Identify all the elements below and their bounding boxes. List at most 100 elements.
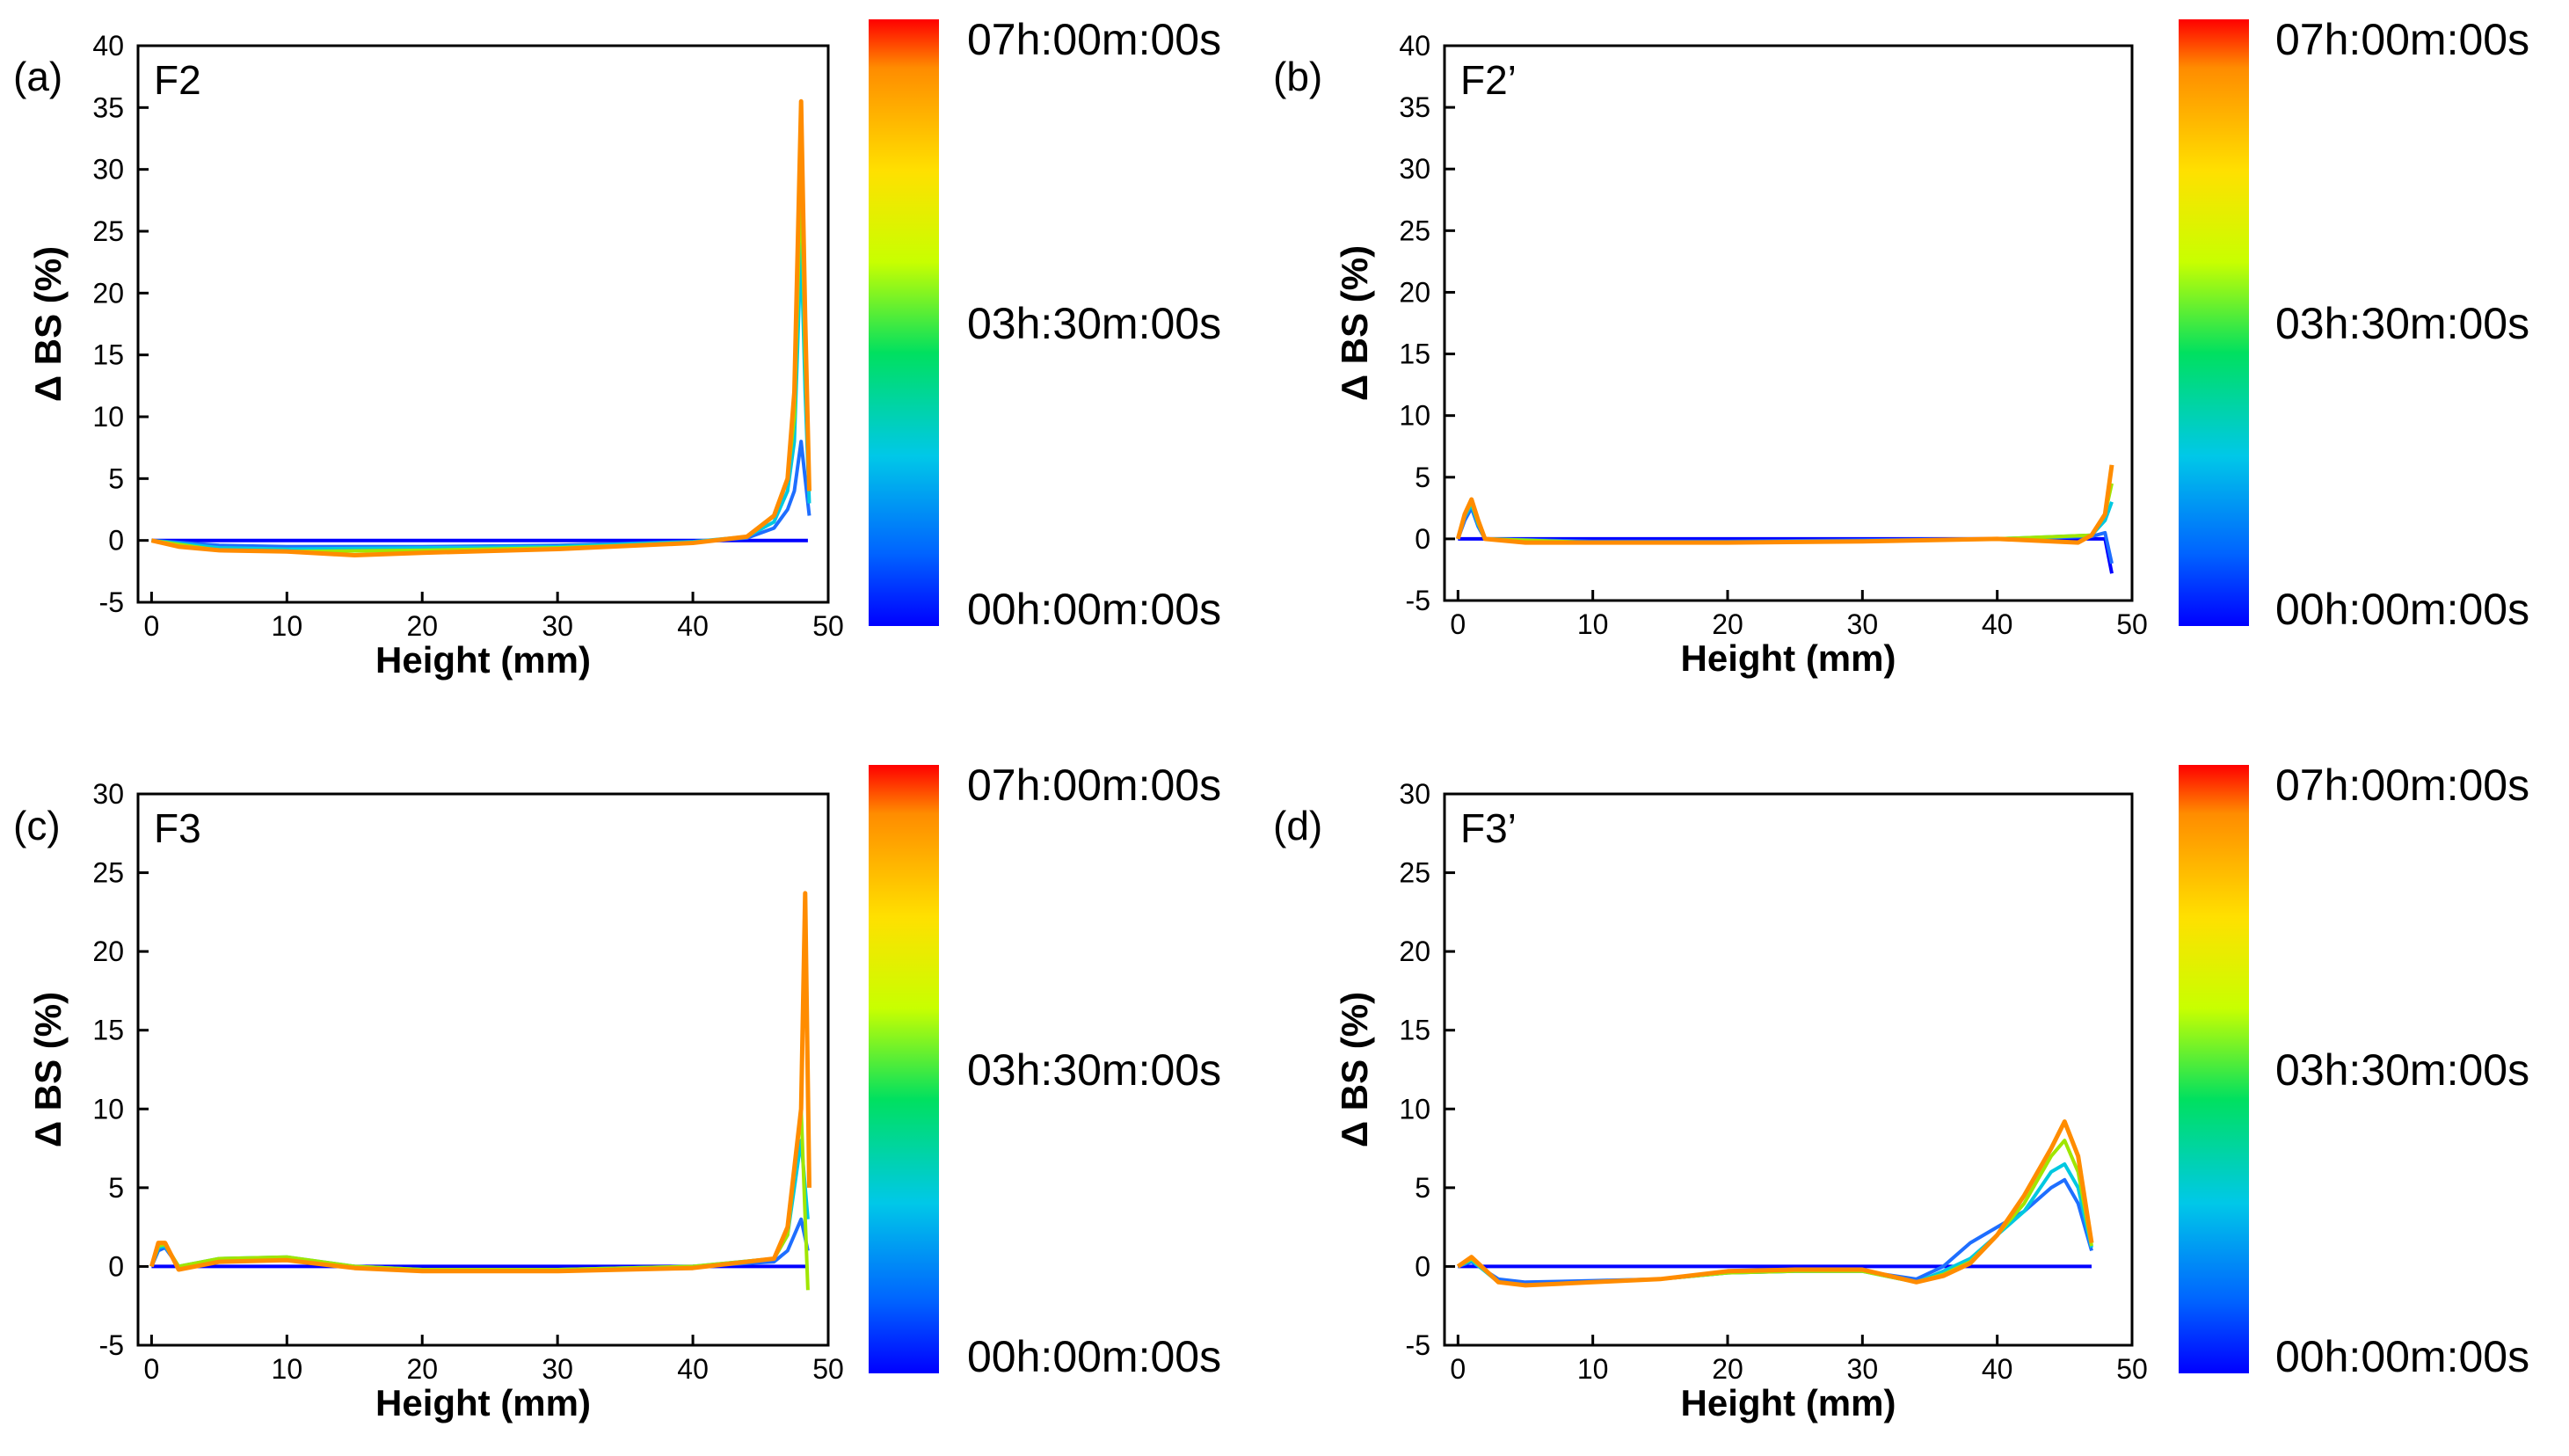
plot-frame — [136, 44, 830, 604]
y-tick-label: 20 — [92, 277, 124, 309]
x-axis-title: Height (mm) — [1681, 1382, 1896, 1423]
y-tick-label: 25 — [1399, 215, 1430, 246]
y-tick-label: 0 — [1415, 1250, 1430, 1282]
panel-letter: (a) — [13, 54, 62, 99]
series-line-2 — [1456, 506, 2114, 564]
colorbar-label: 00h:00m:00s — [967, 585, 1221, 634]
y-tick-label: 30 — [92, 154, 124, 186]
colorbar-label: 03h:30m:00s — [2275, 299, 2529, 348]
y-tick-label: 15 — [1399, 1015, 1430, 1046]
y-tick-label: 40 — [1399, 30, 1430, 62]
y-tick-label: 25 — [1399, 857, 1430, 889]
x-tick-label: 0 — [1450, 1353, 1466, 1385]
y-axis-title: Δ BS (%) — [1334, 992, 1375, 1147]
y-tick-label: 5 — [1415, 462, 1430, 493]
y-tick-label: 30 — [92, 778, 124, 810]
x-tick-label: 30 — [1847, 1353, 1879, 1385]
y-tick-label: 20 — [92, 935, 124, 967]
y-axis-title: Δ BS (%) — [27, 992, 69, 1147]
series-line-5 — [150, 98, 811, 557]
y-tick-label: 0 — [108, 1250, 124, 1282]
colorbar-label: 00h:00m:00s — [2275, 1332, 2529, 1381]
x-axis-title: Height (mm) — [375, 1382, 591, 1423]
y-tick-label: 5 — [108, 1172, 124, 1204]
x-tick-label: 10 — [272, 610, 303, 642]
x-axis-title: Height (mm) — [375, 639, 591, 681]
y-tick-label: 5 — [1415, 1172, 1430, 1204]
chart-panel-1: 0 10 20 30 40 50 -5 0 5 10 15 20 25 30 35 40 Height (mm)… — [13, 15, 1221, 681]
x-tick-label: 10 — [1577, 1353, 1609, 1385]
y-tick-label: 30 — [1399, 153, 1430, 185]
colorbar — [2179, 19, 2249, 626]
colorbar-label: 03h:30m:00s — [967, 299, 1221, 348]
x-tick-label: 30 — [542, 610, 573, 642]
y-tick-label: 35 — [1399, 91, 1430, 123]
series-line-3 — [149, 1139, 810, 1271]
y-axis-title: Δ BS (%) — [1334, 245, 1375, 401]
x-tick-label: 0 — [1450, 608, 1466, 640]
sample-label: F2 — [154, 57, 201, 103]
y-tick-label: 20 — [1399, 276, 1430, 308]
x-tick-label: 30 — [1847, 608, 1879, 640]
x-tick-label: 0 — [143, 610, 159, 642]
x-tick-label: 40 — [1982, 1353, 2013, 1385]
colorbar — [2179, 765, 2249, 1373]
y-tick-label: 5 — [108, 462, 124, 494]
y-tick-label: -5 — [1406, 585, 1430, 616]
series-line-5 — [1455, 464, 2114, 545]
x-tick-label: 40 — [1982, 608, 2013, 640]
x-tick-label: 40 — [677, 610, 709, 642]
y-tick-label: -5 — [99, 586, 124, 618]
x-tick-label: 50 — [2116, 1353, 2148, 1385]
y-tick-label: 10 — [1399, 1093, 1430, 1125]
x-tick-label: 20 — [1712, 1353, 1743, 1385]
series-line-4 — [151, 167, 811, 554]
sample-label: F3’ — [1460, 805, 1517, 851]
plot-frame — [1443, 44, 2134, 602]
plot-frame — [136, 792, 830, 1347]
x-tick-label: 30 — [542, 1353, 573, 1385]
x-tick-label: 50 — [812, 1353, 844, 1385]
y-tick-label: 20 — [1399, 935, 1430, 967]
y-axis-title: Δ BS (%) — [27, 246, 69, 402]
x-tick-label: 10 — [1577, 608, 1609, 640]
colorbar-label: 03h:30m:00s — [2275, 1045, 2529, 1095]
colorbar-label: 07h:00m:00s — [2275, 761, 2529, 810]
sample-label: F3 — [154, 805, 201, 851]
sample-label: F2’ — [1460, 57, 1517, 103]
series-line-2 — [151, 440, 811, 549]
colorbar — [869, 765, 939, 1373]
x-tick-label: 20 — [406, 610, 438, 642]
series-line-4 — [1457, 1139, 2093, 1287]
y-tick-label: 10 — [92, 1093, 124, 1125]
colorbar-label: 07h:00m:00s — [2275, 15, 2529, 64]
panel-letter: (b) — [1273, 54, 1322, 99]
plot-frame — [1443, 792, 2134, 1347]
x-tick-label: 20 — [1712, 608, 1743, 640]
y-tick-label: 30 — [1399, 778, 1430, 810]
y-tick-label: -5 — [1406, 1329, 1430, 1361]
y-tick-label: 25 — [92, 857, 124, 889]
colorbar — [869, 19, 939, 626]
panel-letter: (d) — [1273, 803, 1322, 848]
x-tick-label: 50 — [2116, 608, 2148, 640]
colorbar-label: 07h:00m:00s — [967, 15, 1221, 64]
y-tick-label: 25 — [92, 215, 124, 247]
y-tick-label: -5 — [99, 1329, 124, 1361]
series-line-5 — [149, 891, 811, 1274]
y-tick-label: 15 — [1399, 339, 1430, 370]
x-tick-label: 10 — [272, 1353, 303, 1385]
series-line-4 — [1456, 483, 2114, 545]
y-tick-label: 10 — [92, 401, 124, 433]
chart-panel-2: 0 10 20 30 40 50 -5 0 5 10 15 20 25 30 35 40 Height (mm)… — [1273, 15, 2529, 679]
y-tick-label: 10 — [1399, 400, 1430, 432]
x-axis-title: Height (mm) — [1681, 637, 1896, 679]
x-tick-label: 0 — [143, 1353, 159, 1385]
y-tick-label: 40 — [92, 30, 124, 62]
x-tick-label: 20 — [406, 1353, 438, 1385]
colorbar-label: 03h:30m:00s — [967, 1045, 1221, 1095]
x-tick-label: 40 — [677, 1353, 709, 1385]
